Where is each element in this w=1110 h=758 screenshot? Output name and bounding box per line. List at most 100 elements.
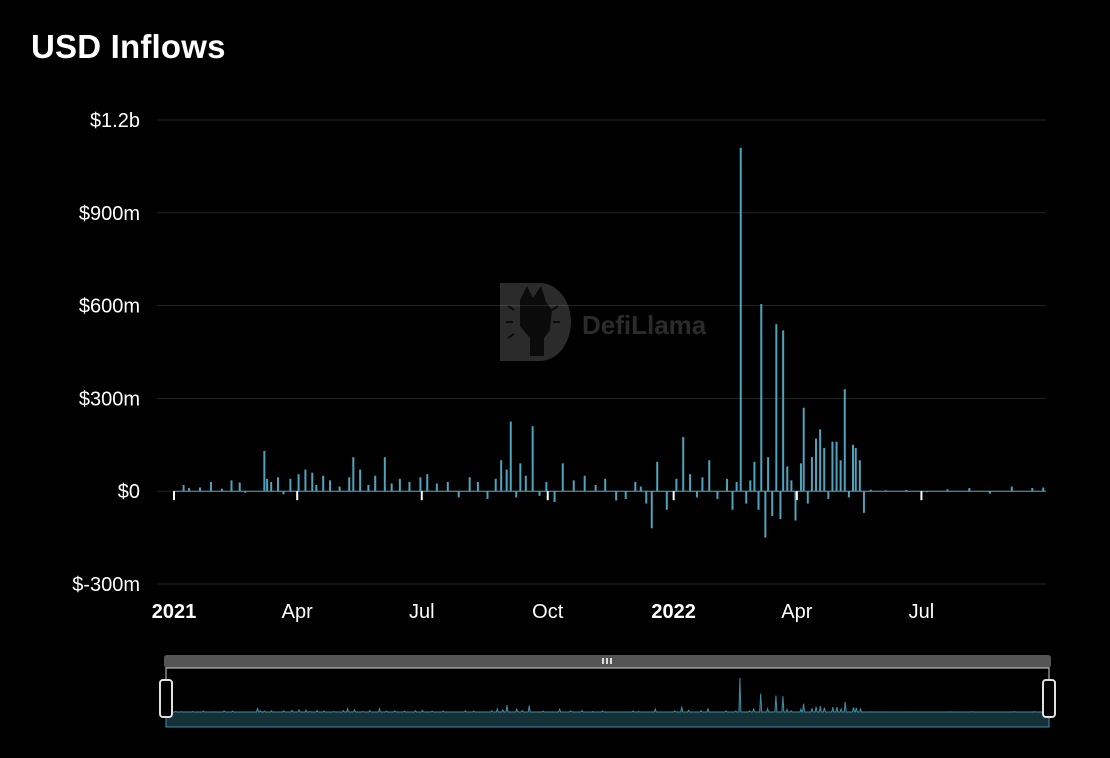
bar bbox=[494, 478, 497, 492]
watermark-text: DefiLlama bbox=[582, 310, 707, 340]
bar bbox=[775, 324, 778, 492]
bar bbox=[359, 469, 362, 492]
y-tick-label: $600m bbox=[79, 296, 140, 318]
x-tick-label: Oct bbox=[532, 601, 564, 623]
bar bbox=[553, 491, 556, 503]
bar bbox=[538, 491, 541, 496]
bar bbox=[735, 481, 738, 492]
mini-chart-area bbox=[165, 677, 1050, 728]
bar bbox=[230, 480, 233, 492]
bar bbox=[790, 480, 793, 492]
bar bbox=[843, 389, 846, 492]
bar bbox=[745, 491, 748, 504]
bar bbox=[1042, 487, 1045, 492]
defillama-watermark: DefiLlama bbox=[500, 283, 707, 361]
bar bbox=[851, 444, 854, 492]
bar bbox=[277, 477, 280, 492]
bar bbox=[988, 491, 991, 494]
y-tick-label: $900m bbox=[79, 203, 140, 225]
bar bbox=[263, 450, 266, 492]
bar bbox=[311, 472, 314, 492]
chart-title: USD Inflows bbox=[31, 28, 226, 65]
x-axis: 2021 Apr Jul Oct 2022 Apr Jul bbox=[152, 491, 934, 623]
bar bbox=[572, 480, 575, 492]
bar bbox=[854, 447, 857, 492]
bar bbox=[858, 460, 861, 492]
bar bbox=[435, 483, 438, 492]
bar bbox=[457, 491, 460, 498]
bar bbox=[835, 441, 838, 492]
bar bbox=[315, 485, 318, 492]
bar bbox=[764, 491, 767, 538]
bar bbox=[419, 477, 422, 492]
bar bbox=[329, 480, 332, 492]
bar bbox=[634, 481, 637, 492]
bar bbox=[760, 304, 763, 492]
bar bbox=[348, 477, 351, 492]
y-tick-label: $1.2b bbox=[90, 110, 140, 132]
bar bbox=[689, 474, 692, 492]
bar bbox=[823, 447, 826, 492]
bar bbox=[383, 457, 386, 492]
slider-handle-right[interactable] bbox=[1042, 679, 1056, 718]
y-tick-label: $-300m bbox=[72, 574, 140, 596]
range-slider[interactable] bbox=[159, 655, 1056, 728]
bar bbox=[188, 488, 191, 492]
bar bbox=[806, 491, 809, 504]
bar bbox=[398, 478, 401, 492]
bar bbox=[352, 457, 355, 492]
bar bbox=[869, 489, 872, 492]
bar bbox=[771, 491, 774, 516]
bar bbox=[656, 461, 659, 492]
bar bbox=[270, 481, 273, 492]
bar bbox=[782, 330, 785, 492]
bar bbox=[757, 491, 760, 510]
bar bbox=[753, 461, 756, 492]
bar bbox=[815, 438, 818, 492]
bar bbox=[839, 460, 842, 492]
bar bbox=[509, 421, 512, 492]
bar bbox=[282, 491, 285, 495]
bar bbox=[615, 491, 618, 501]
x-tick-label: Apr bbox=[781, 601, 812, 623]
bar bbox=[779, 491, 782, 520]
bar bbox=[426, 474, 429, 492]
y-tick-label: $0 bbox=[118, 481, 140, 503]
bar bbox=[505, 469, 508, 492]
bar bbox=[374, 475, 377, 492]
bar bbox=[545, 481, 548, 492]
chart-gridlines bbox=[157, 119, 1046, 585]
bar bbox=[468, 477, 471, 492]
bar bbox=[767, 457, 770, 492]
bar bbox=[749, 480, 752, 492]
bar bbox=[645, 491, 648, 504]
bar bbox=[199, 487, 202, 492]
bar bbox=[515, 491, 518, 498]
bar bbox=[1031, 488, 1034, 492]
bar bbox=[716, 491, 719, 499]
bar bbox=[862, 491, 865, 513]
bar bbox=[639, 486, 642, 492]
bar bbox=[786, 466, 789, 492]
bar bbox=[726, 478, 729, 492]
x-tick-label: 2021 bbox=[152, 601, 197, 623]
bar bbox=[338, 486, 341, 492]
bar bbox=[695, 491, 698, 498]
bar bbox=[220, 488, 223, 492]
bar bbox=[624, 491, 627, 499]
bar bbox=[561, 463, 564, 492]
bar bbox=[802, 407, 805, 492]
bar bbox=[905, 489, 908, 492]
bar bbox=[708, 460, 711, 492]
bar bbox=[731, 491, 734, 510]
bar bbox=[650, 491, 653, 529]
bar bbox=[583, 475, 586, 492]
bar-series bbox=[182, 147, 1045, 538]
bar bbox=[594, 485, 597, 492]
bar bbox=[182, 485, 185, 492]
bar bbox=[244, 491, 247, 493]
bar bbox=[408, 481, 411, 492]
slider-handle-left[interactable] bbox=[159, 679, 173, 718]
bar bbox=[794, 491, 797, 521]
